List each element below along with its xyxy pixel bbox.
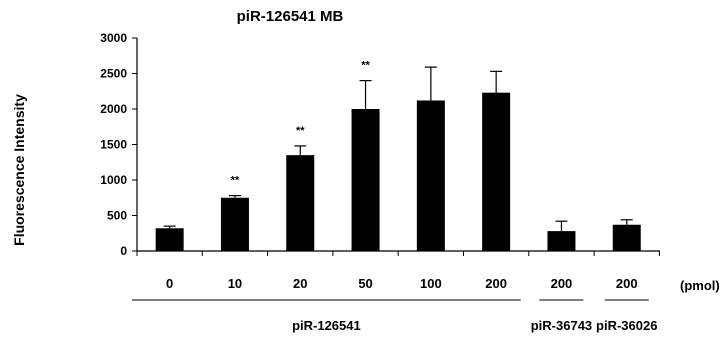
plot-area: 0 500 1000 1500 2000 2500 3000 0 ** 10 ** 20 ** 50 100… — [100, 31, 660, 333]
bar — [416, 100, 445, 251]
x-category-label: 50 — [358, 276, 372, 291]
bar — [351, 109, 380, 251]
y-tick-label: 2000 — [100, 102, 127, 116]
x-category-label: 10 — [228, 276, 242, 291]
y-axis-label: Fluorescence Intensity — [11, 94, 27, 246]
x-category-label: 20 — [293, 276, 307, 291]
y-tick-label: 0 — [120, 244, 127, 258]
chart-title: piR-126541 MB — [237, 8, 344, 25]
y-tick-label: 1500 — [100, 138, 127, 152]
y-tick-label: 1000 — [100, 173, 127, 187]
bar — [220, 197, 249, 251]
bar — [286, 155, 315, 251]
group-label: piR-36743 — [531, 318, 592, 333]
group-label: piR-126541 — [292, 318, 361, 333]
y-tick-label: 500 — [107, 209, 127, 223]
x-category-label: 0 — [166, 276, 173, 291]
bar — [155, 228, 184, 251]
y-tick-label: 2500 — [100, 67, 127, 81]
y-tick-label: 3000 — [100, 31, 127, 45]
bar — [547, 231, 576, 251]
x-category-label: 200 — [616, 276, 638, 291]
x-category-label: 200 — [485, 276, 507, 291]
unit-label: (pmol) — [680, 278, 720, 293]
significance-marker: ** — [231, 175, 240, 187]
x-category-label: 100 — [420, 276, 442, 291]
x-category-label: 200 — [551, 276, 573, 291]
bar — [482, 92, 511, 251]
significance-marker: ** — [361, 60, 370, 72]
bar — [612, 224, 641, 251]
significance-marker: ** — [296, 125, 305, 137]
group-label: piR-36026 — [596, 318, 657, 333]
